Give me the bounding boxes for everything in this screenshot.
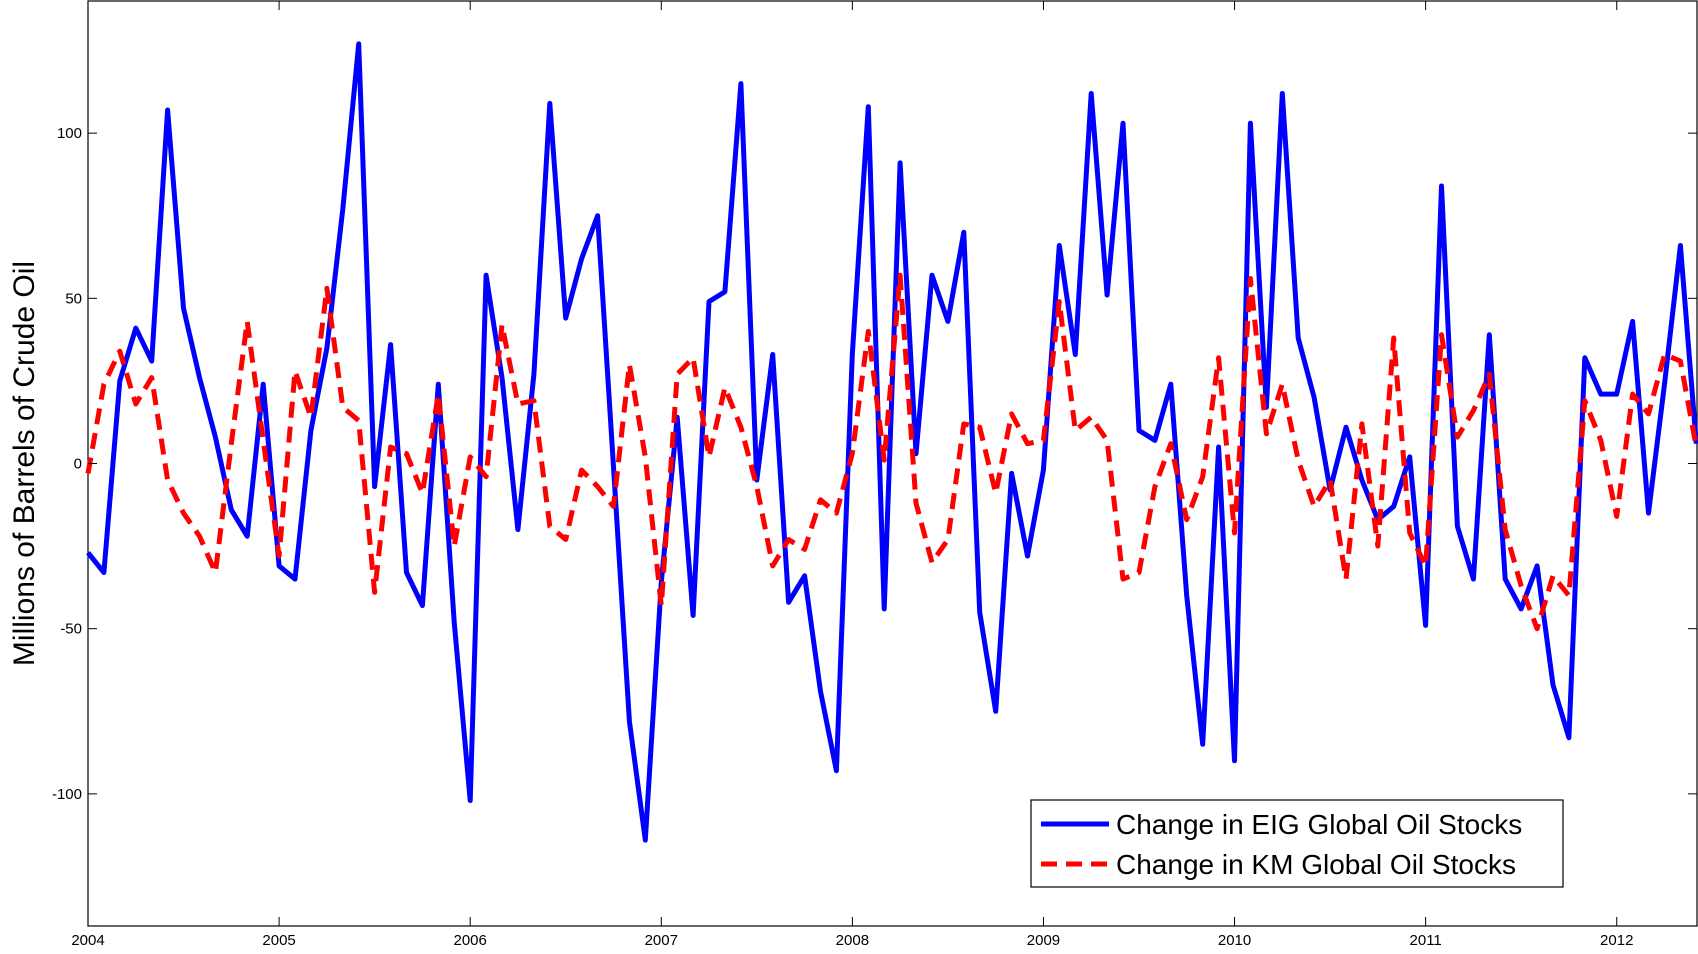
x-tick-label: 2006 (453, 932, 486, 949)
y-axis-label: Millions of Barrels of Crude Oil (8, 261, 41, 666)
x-tick-label: 2009 (1027, 932, 1060, 949)
x-tick-label: 2012 (1600, 932, 1633, 949)
x-tick-label: 2008 (836, 932, 869, 949)
legend: Change in EIG Global Oil Stocks Change in… (1031, 800, 1563, 887)
x-tick-label: 2004 (71, 932, 104, 949)
x-tick-label: 2005 (262, 932, 295, 949)
y-tick-label: 100 (57, 125, 82, 142)
x-tick-label: 2010 (1218, 932, 1251, 949)
legend-label-eig: Change in EIG Global Oil Stocks (1116, 809, 1522, 840)
y-tick-label: -100 (52, 786, 82, 803)
legend-label-km: Change in KM Global Oil Stocks (1116, 849, 1516, 880)
y-tick-label: -50 (60, 621, 82, 638)
x-tick-label: 2007 (645, 932, 678, 949)
y-tick-label: 50 (65, 290, 82, 307)
x-tick-label: 2011 (1410, 932, 1442, 949)
y-tick-label: 0 (74, 456, 82, 473)
